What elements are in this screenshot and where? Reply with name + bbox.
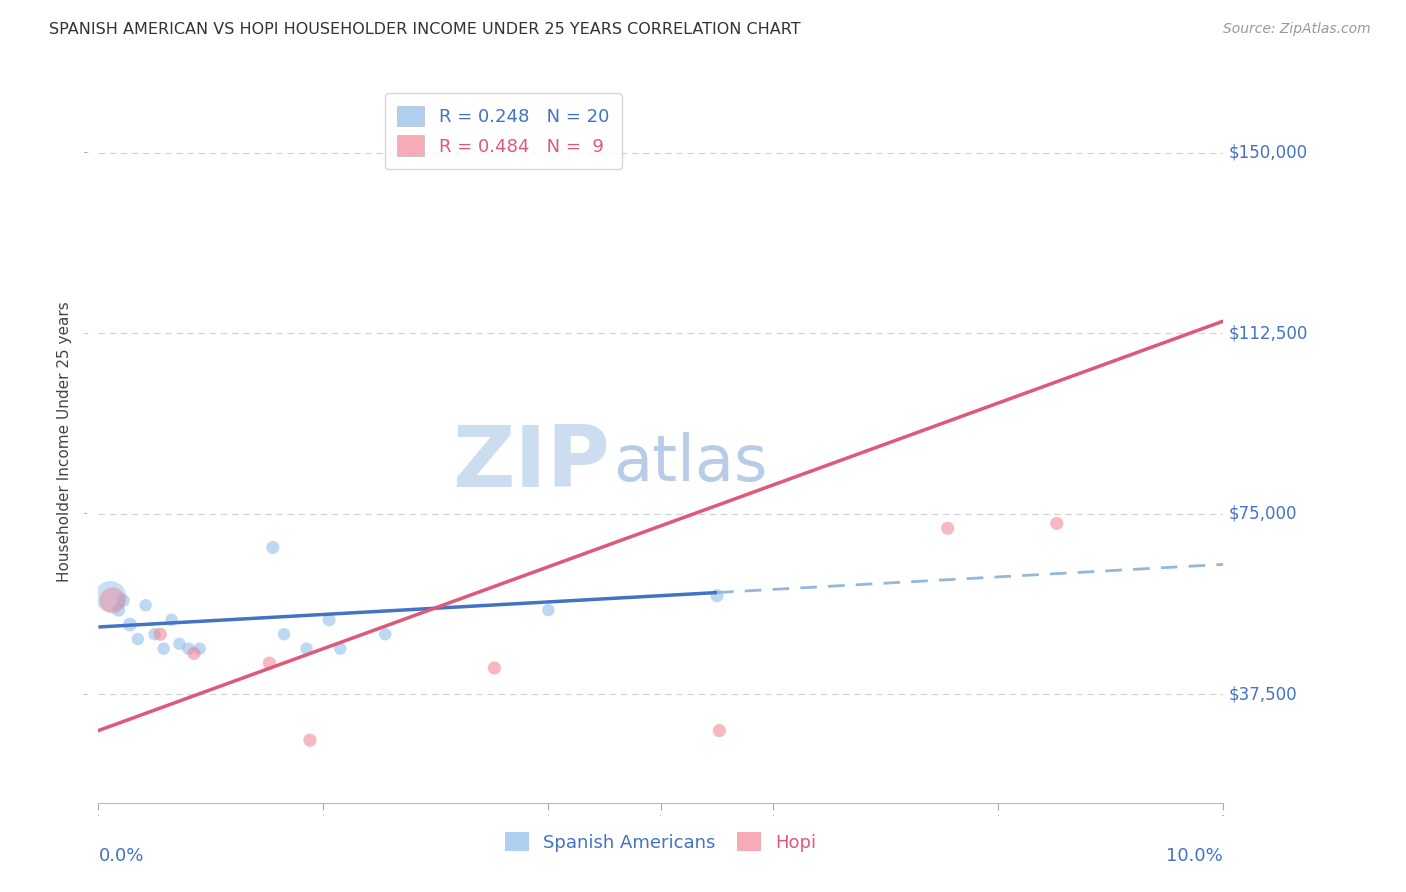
Point — [169, 637, 191, 651]
Point — [706, 589, 728, 603]
Text: $150,000: $150,000 — [1229, 144, 1308, 161]
Point — [259, 656, 281, 670]
Point — [143, 627, 166, 641]
Point — [188, 641, 211, 656]
Point — [160, 613, 183, 627]
Point — [295, 641, 318, 656]
Text: $37,500: $37,500 — [1229, 685, 1298, 704]
Point — [537, 603, 560, 617]
Text: 0.0%: 0.0% — [98, 847, 143, 865]
Point — [1046, 516, 1069, 531]
Text: Source: ZipAtlas.com: Source: ZipAtlas.com — [1223, 22, 1371, 37]
Point — [709, 723, 731, 738]
Point — [936, 521, 959, 535]
Text: $75,000: $75,000 — [1229, 505, 1298, 523]
Point — [318, 613, 340, 627]
Point — [152, 641, 174, 656]
Point — [484, 661, 506, 675]
Point — [262, 541, 284, 555]
Point — [127, 632, 149, 646]
Legend: Spanish Americans, Hopi: Spanish Americans, Hopi — [498, 824, 824, 859]
Text: $112,500: $112,500 — [1229, 324, 1308, 343]
Point — [273, 627, 295, 641]
Point — [298, 733, 321, 747]
Text: SPANISH AMERICAN VS HOPI HOUSEHOLDER INCOME UNDER 25 YEARS CORRELATION CHART: SPANISH AMERICAN VS HOPI HOUSEHOLDER INC… — [49, 22, 801, 37]
Point — [329, 641, 352, 656]
Point — [374, 627, 396, 641]
Point — [101, 593, 124, 607]
Point — [135, 599, 157, 613]
Point — [149, 627, 172, 641]
Point — [118, 617, 141, 632]
Text: 10.0%: 10.0% — [1167, 847, 1223, 865]
Point — [177, 641, 200, 656]
Point — [112, 593, 135, 607]
Point — [107, 603, 129, 617]
Y-axis label: Householder Income Under 25 years: Householder Income Under 25 years — [58, 301, 72, 582]
Text: ZIP: ZIP — [453, 422, 610, 505]
Point — [183, 647, 205, 661]
Point — [98, 589, 121, 603]
Text: atlas: atlas — [613, 433, 768, 494]
